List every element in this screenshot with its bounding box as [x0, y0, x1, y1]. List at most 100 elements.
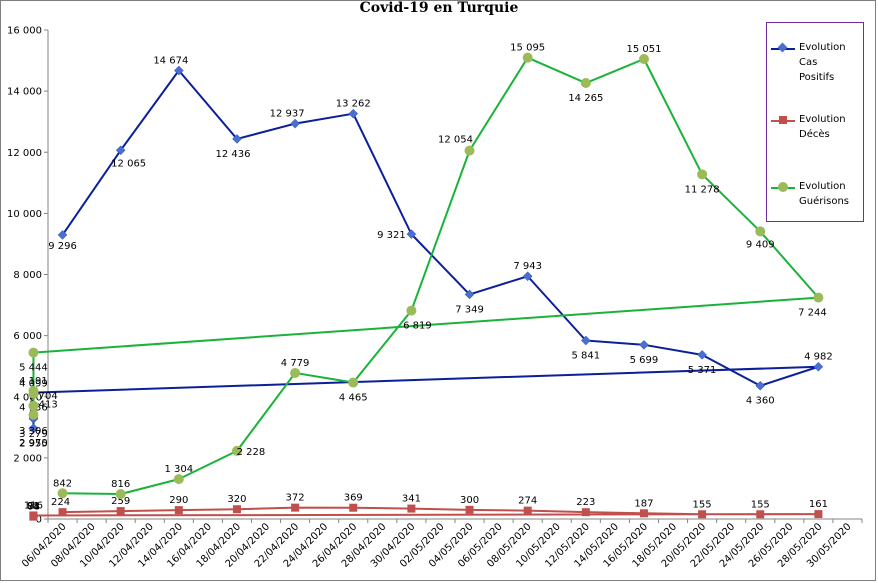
data-point-marker: [28, 347, 39, 358]
data-label: 9 321: [377, 230, 406, 241]
legend-item-guerisons: Evolution Guérisons: [767, 174, 865, 214]
data-point-marker: [115, 489, 126, 500]
data-label: 3 413: [29, 400, 58, 411]
data-point-marker: [639, 509, 648, 518]
data-point-marker: [28, 409, 39, 420]
legend-label-line-2: Guérisons: [799, 196, 850, 207]
data-label: 187: [634, 498, 653, 509]
data-label: 4 465: [339, 393, 368, 404]
data-point-marker: [348, 108, 359, 119]
y-tick-label: 16 000: [7, 26, 42, 37]
y-tick-label: 14 000: [7, 87, 42, 98]
y-tick-label: 8 000: [13, 270, 42, 281]
data-label: 7 943: [513, 261, 542, 272]
data-label: 12 054: [438, 135, 473, 146]
data-label: 372: [286, 493, 305, 504]
data-point-marker: [522, 271, 533, 282]
data-label: 4 360: [746, 396, 775, 407]
data-point-marker: [57, 488, 68, 499]
data-label: 13 262: [336, 99, 371, 110]
data-point-marker: [697, 169, 708, 180]
data-point-marker: [406, 305, 417, 316]
data-point-marker: [290, 367, 301, 378]
data-label: 2 228: [237, 447, 266, 458]
data-point-marker: [231, 445, 242, 456]
data-point-marker: [348, 377, 359, 388]
legend-label-line-1: Evolution: [799, 114, 846, 125]
legend-label-deces: Evolution Décès: [799, 112, 865, 142]
y-tick-label: 2 000: [13, 453, 42, 464]
data-label: 7 349: [455, 304, 484, 315]
data-label: 842: [53, 478, 72, 489]
data-label: 4 982: [804, 352, 833, 363]
data-point-marker: [756, 510, 765, 519]
data-point-marker: [349, 503, 358, 512]
data-point-marker: [580, 78, 591, 89]
data-label: 84: [27, 501, 40, 512]
data-label: 12 436: [215, 149, 250, 160]
legend-marker-guerisons: [778, 182, 788, 192]
legend-marker-deces: [779, 116, 787, 124]
data-point-marker: [813, 292, 824, 303]
legend-label-guerisons: Evolution Guérisons: [799, 179, 865, 209]
data-point-marker: [57, 230, 68, 240]
data-label: 4 099: [19, 379, 48, 390]
data-point-marker: [291, 503, 300, 512]
data-point-marker: [464, 289, 475, 300]
data-point-marker: [697, 349, 707, 360]
data-label: 223: [576, 497, 595, 508]
data-point-marker: [814, 510, 823, 519]
data-label: 78: [27, 502, 40, 513]
data-point-marker: [173, 65, 184, 76]
data-point-marker: [116, 507, 125, 516]
chart-legend: Evolution Cas Positifs Evolution Décès E…: [766, 22, 864, 222]
data-label: 259: [111, 496, 130, 507]
data-label: 320: [227, 494, 246, 505]
data-point-marker: [580, 335, 591, 346]
y-tick-label: 0: [36, 515, 42, 526]
data-point-marker: [407, 504, 416, 513]
data-label: 274: [518, 496, 537, 507]
legend-label-line-2: Décès: [799, 129, 830, 140]
data-label: 14 265: [568, 93, 603, 104]
data-label: 9 296: [48, 241, 77, 252]
data-point-marker: [581, 508, 590, 517]
data-point-marker: [28, 385, 39, 396]
data-label: 9 409: [746, 239, 775, 250]
data-point-marker: [639, 339, 649, 350]
data-label: 11 278: [685, 184, 720, 195]
data-point-marker: [58, 508, 67, 517]
data-label: 91: [27, 501, 40, 512]
data-label: 3 306: [19, 426, 48, 437]
data-label: 12 937: [270, 109, 305, 120]
data-point-marker: [698, 510, 707, 519]
chart-title: Covid-19 en Turquie: [359, 0, 519, 16]
data-point-marker: [173, 474, 184, 485]
data-label: 224: [51, 497, 70, 508]
y-tick-label: 4 000: [13, 392, 42, 403]
data-label: 116: [24, 500, 43, 511]
data-point-marker: [406, 229, 417, 239]
data-label: 155: [693, 499, 712, 510]
data-point-marker: [755, 226, 766, 237]
data-label: 3 704: [29, 391, 58, 402]
data-point-marker: [29, 512, 38, 521]
data-point-marker: [28, 423, 39, 434]
data-point-marker: [232, 505, 241, 514]
data-label: 369: [344, 493, 363, 504]
data-label: 4 779: [281, 358, 310, 369]
legend-label-cas-positifs: Evolution Cas Positifs: [799, 40, 865, 85]
data-point-marker: [813, 361, 824, 372]
data-label: 12 065: [111, 158, 146, 169]
data-label: 5 699: [630, 355, 659, 366]
data-label: 290: [169, 495, 188, 506]
y-tick-label: 10 000: [7, 209, 42, 220]
data-label: 3 279: [19, 429, 48, 440]
data-point-marker: [638, 54, 649, 65]
data-point-marker: [755, 380, 766, 391]
data-label: 4 191: [19, 376, 48, 387]
data-point-marker: [464, 145, 475, 156]
data-point-marker: [28, 400, 39, 411]
data-point-marker: [522, 52, 533, 63]
